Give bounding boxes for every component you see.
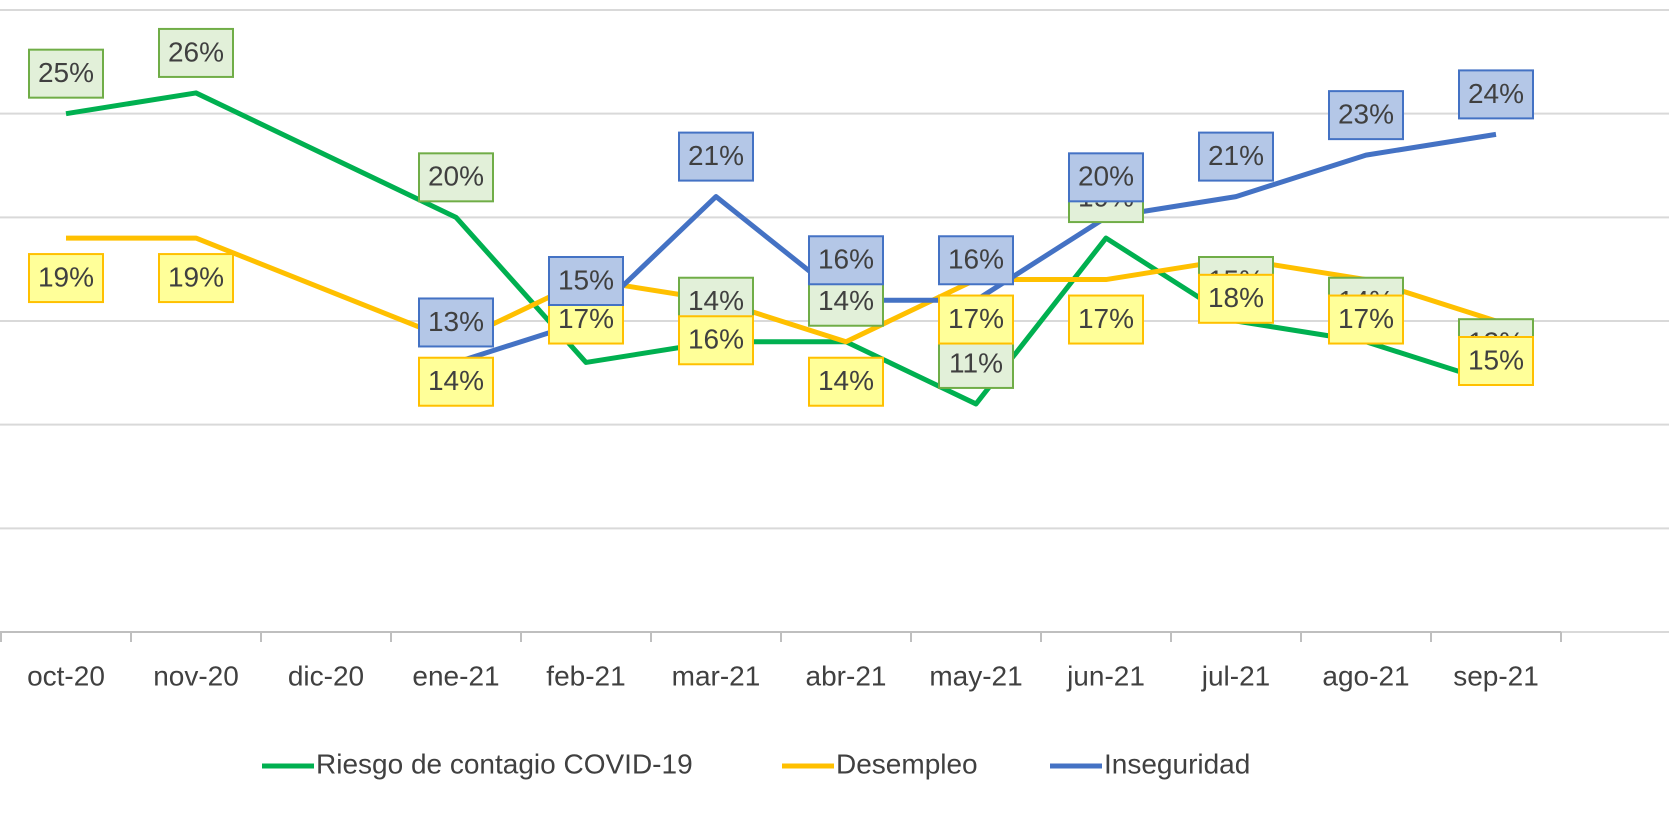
data-label: 19%	[168, 261, 224, 292]
label-box	[548, 256, 624, 306]
label-box	[1328, 90, 1404, 141]
label-box	[808, 356, 884, 407]
label-box	[678, 131, 754, 182]
x-tick-label: nov-20	[153, 660, 239, 691]
data-label: 14%	[688, 285, 744, 316]
label-box	[938, 294, 1014, 345]
data-label: 20%	[428, 161, 484, 192]
x-tick-label: ene-21	[412, 660, 499, 691]
data-label: 26%	[168, 36, 224, 67]
label-box	[28, 253, 104, 304]
label-box	[1068, 294, 1144, 345]
label-box	[938, 235, 1014, 286]
data-label: 17%	[1338, 303, 1394, 334]
label-box	[158, 27, 234, 78]
series-line	[66, 235, 1497, 345]
x-tick-label: abr-21	[806, 660, 887, 691]
legend-label: Desempleo	[836, 748, 978, 779]
x-tick-label: may-21	[929, 660, 1022, 691]
label-box	[418, 356, 494, 407]
label-box	[1328, 294, 1404, 345]
x-tick-label: sep-21	[1453, 660, 1539, 691]
label-box	[808, 235, 884, 286]
x-tick-label: ago-21	[1322, 660, 1409, 691]
data-label: 21%	[688, 140, 744, 171]
data-label: 11%	[949, 347, 1003, 378]
data-label: 25%	[38, 57, 94, 88]
data-label: 15%	[558, 264, 614, 295]
label-box	[1198, 273, 1274, 324]
label-box	[1458, 336, 1534, 386]
label-box	[28, 48, 104, 99]
label-box	[1458, 69, 1534, 120]
data-label: 18%	[1208, 282, 1264, 313]
label-box	[418, 152, 494, 203]
x-tick-label: dic-20	[288, 660, 364, 691]
data-label: 14%	[818, 285, 874, 316]
data-label: 13%	[428, 306, 484, 337]
label-box	[678, 315, 754, 366]
label-box	[1068, 152, 1144, 203]
x-tick-label: jun-21	[1066, 660, 1145, 691]
data-label: 21%	[1208, 140, 1264, 171]
label-box	[418, 297, 494, 348]
x-tick-label: jul-21	[1201, 660, 1270, 691]
data-label: 16%	[688, 324, 744, 355]
data-label: 17%	[948, 303, 1004, 334]
data-label: 16%	[818, 244, 874, 275]
data-label: 15%	[1468, 344, 1524, 375]
x-tick-label: feb-21	[546, 660, 625, 691]
label-box	[1198, 131, 1274, 182]
data-label: 17%	[1078, 303, 1134, 334]
label-box	[158, 253, 234, 304]
legend-label: Inseguridad	[1104, 748, 1250, 779]
x-tick-label: oct-20	[27, 660, 105, 691]
data-label: 19%	[38, 261, 94, 292]
legend-label: Riesgo de contagio COVID-19	[316, 748, 693, 779]
data-label: 14%	[818, 365, 874, 396]
x-tick-label: mar-21	[672, 660, 761, 691]
data-label: 23%	[1338, 99, 1394, 130]
data-label: 24%	[1468, 78, 1524, 109]
data-label: 14%	[428, 365, 484, 396]
data-label: 20%	[1078, 161, 1134, 192]
data-label: 17%	[558, 303, 614, 334]
data-label: 16%	[948, 244, 1004, 275]
